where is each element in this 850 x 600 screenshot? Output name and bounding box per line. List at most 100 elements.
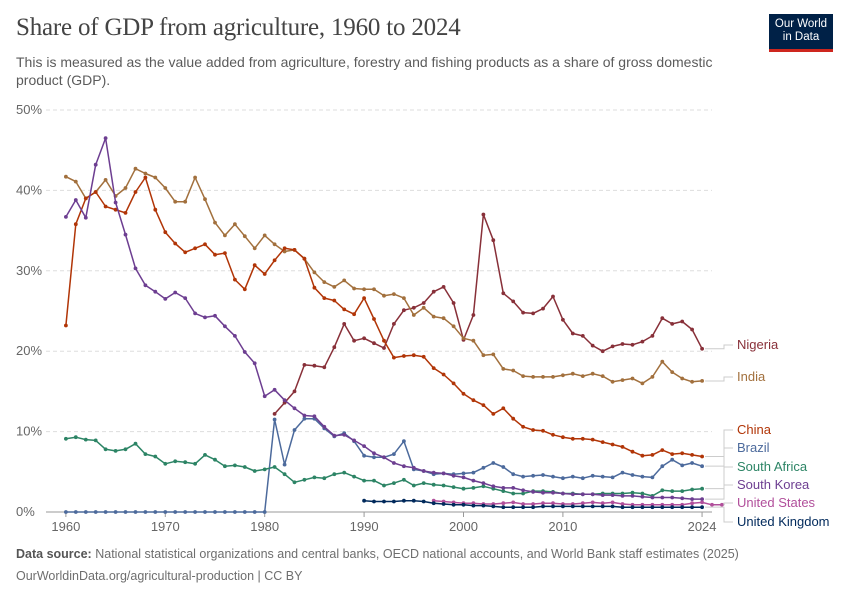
data-point-china[interactable]: [690, 453, 694, 457]
data-point-united-states[interactable]: [580, 501, 585, 506]
data-point-south-korea[interactable]: [64, 215, 68, 219]
data-point-brazil[interactable]: [700, 464, 704, 469]
data-point-brazil[interactable]: [580, 476, 585, 481]
data-point-united-kingdom[interactable]: [392, 499, 396, 504]
data-point-united-kingdom[interactable]: [362, 498, 366, 503]
data-point-india[interactable]: [670, 370, 675, 374]
data-point-brazil[interactable]: [113, 510, 118, 514]
data-point-china[interactable]: [123, 211, 128, 215]
data-point-china[interactable]: [163, 230, 168, 235]
data-point-united-kingdom[interactable]: [580, 504, 585, 509]
data-point-united-kingdom[interactable]: [491, 504, 496, 509]
data-point-nigeria[interactable]: [690, 327, 694, 332]
data-point-nigeria[interactable]: [660, 316, 665, 321]
data-point-brazil[interactable]: [670, 457, 675, 462]
data-point-brazil[interactable]: [153, 510, 158, 514]
data-point-china[interactable]: [511, 416, 516, 421]
data-point-china[interactable]: [133, 190, 138, 194]
data-point-nigeria[interactable]: [620, 342, 625, 346]
data-point-china[interactable]: [223, 251, 227, 256]
data-point-south-korea[interactable]: [431, 470, 436, 475]
data-point-nigeria[interactable]: [610, 344, 615, 349]
data-point-south-africa[interactable]: [402, 477, 406, 482]
data-point-china[interactable]: [153, 207, 158, 212]
data-point-south-korea[interactable]: [541, 490, 545, 495]
data-point-nigeria[interactable]: [352, 338, 356, 343]
data-point-south-korea[interactable]: [640, 494, 645, 499]
data-point-nigeria[interactable]: [451, 301, 456, 305]
data-point-china[interactable]: [551, 432, 555, 437]
legend-label-china[interactable]: China: [737, 422, 772, 437]
data-point-india[interactable]: [133, 166, 138, 171]
data-point-united-kingdom[interactable]: [481, 503, 486, 508]
data-point-south-korea[interactable]: [630, 494, 635, 498]
data-point-india[interactable]: [402, 296, 406, 300]
data-point-south-korea[interactable]: [620, 494, 625, 498]
data-point-united-kingdom[interactable]: [521, 505, 525, 510]
data-point-china[interactable]: [362, 296, 366, 300]
data-point-united-states[interactable]: [541, 501, 545, 506]
legend-label-south-korea[interactable]: South Korea: [737, 477, 810, 492]
data-point-india[interactable]: [541, 375, 545, 379]
series-line-brazil[interactable]: [65, 417, 703, 513]
data-point-india[interactable]: [570, 371, 575, 376]
data-point-india[interactable]: [64, 174, 68, 179]
data-point-china[interactable]: [143, 175, 148, 180]
data-point-united-kingdom[interactable]: [471, 503, 476, 508]
data-point-south-africa[interactable]: [143, 452, 148, 456]
data-point-india[interactable]: [441, 316, 446, 321]
data-point-nigeria[interactable]: [670, 322, 675, 326]
data-point-india[interactable]: [590, 371, 595, 376]
data-point-south-africa[interactable]: [272, 465, 277, 469]
data-point-south-africa[interactable]: [392, 481, 396, 485]
data-point-india[interactable]: [660, 359, 665, 364]
data-point-south-korea[interactable]: [392, 461, 396, 465]
data-point-brazil[interactable]: [402, 439, 406, 444]
data-point-nigeria[interactable]: [521, 310, 525, 315]
legend-label-south-africa[interactable]: South Africa: [737, 459, 808, 474]
data-point-brazil[interactable]: [551, 474, 555, 479]
data-point-china[interactable]: [312, 285, 317, 290]
data-point-china[interactable]: [670, 452, 675, 456]
data-point-nigeria[interactable]: [302, 363, 307, 367]
data-point-china[interactable]: [481, 403, 486, 407]
data-point-india[interactable]: [362, 287, 366, 292]
data-point-united-kingdom[interactable]: [650, 505, 655, 510]
data-point-brazil[interactable]: [302, 416, 307, 421]
data-point-china[interactable]: [630, 449, 635, 454]
data-point-south-africa[interactable]: [163, 461, 168, 466]
data-point-south-korea[interactable]: [332, 433, 337, 438]
data-point-china[interactable]: [83, 196, 88, 201]
data-point-india[interactable]: [551, 375, 555, 379]
data-point-south-korea[interactable]: [700, 497, 704, 501]
data-point-united-kingdom[interactable]: [511, 505, 516, 510]
data-point-china[interactable]: [193, 246, 198, 251]
data-point-nigeria[interactable]: [561, 317, 565, 322]
data-point-brazil[interactable]: [93, 510, 98, 514]
data-point-china[interactable]: [252, 263, 257, 268]
data-point-south-africa[interactable]: [233, 463, 237, 468]
data-point-india[interactable]: [342, 278, 347, 283]
data-point-brazil[interactable]: [620, 470, 625, 475]
data-point-united-kingdom[interactable]: [570, 504, 575, 509]
data-point-nigeria[interactable]: [342, 322, 347, 326]
data-point-india[interactable]: [690, 379, 694, 384]
data-point-south-korea[interactable]: [262, 394, 267, 399]
data-point-south-korea[interactable]: [600, 493, 605, 497]
data-point-south-africa[interactable]: [242, 465, 247, 469]
data-point-nigeria[interactable]: [322, 365, 327, 370]
legend-label-nigeria[interactable]: Nigeria: [737, 337, 779, 352]
data-point-south-korea[interactable]: [531, 490, 535, 494]
data-point-south-africa[interactable]: [382, 483, 386, 488]
data-point-united-states[interactable]: [590, 500, 595, 505]
data-point-south-africa[interactable]: [441, 483, 446, 488]
data-point-brazil[interactable]: [650, 475, 655, 480]
data-point-south-africa[interactable]: [322, 476, 327, 481]
data-point-south-korea[interactable]: [242, 350, 247, 354]
data-point-south-korea[interactable]: [193, 311, 198, 316]
data-point-south-africa[interactable]: [193, 461, 198, 466]
data-point-south-korea[interactable]: [521, 488, 525, 493]
data-point-south-korea[interactable]: [402, 464, 406, 469]
data-point-nigeria[interactable]: [580, 334, 585, 338]
data-point-south-korea[interactable]: [163, 297, 168, 301]
